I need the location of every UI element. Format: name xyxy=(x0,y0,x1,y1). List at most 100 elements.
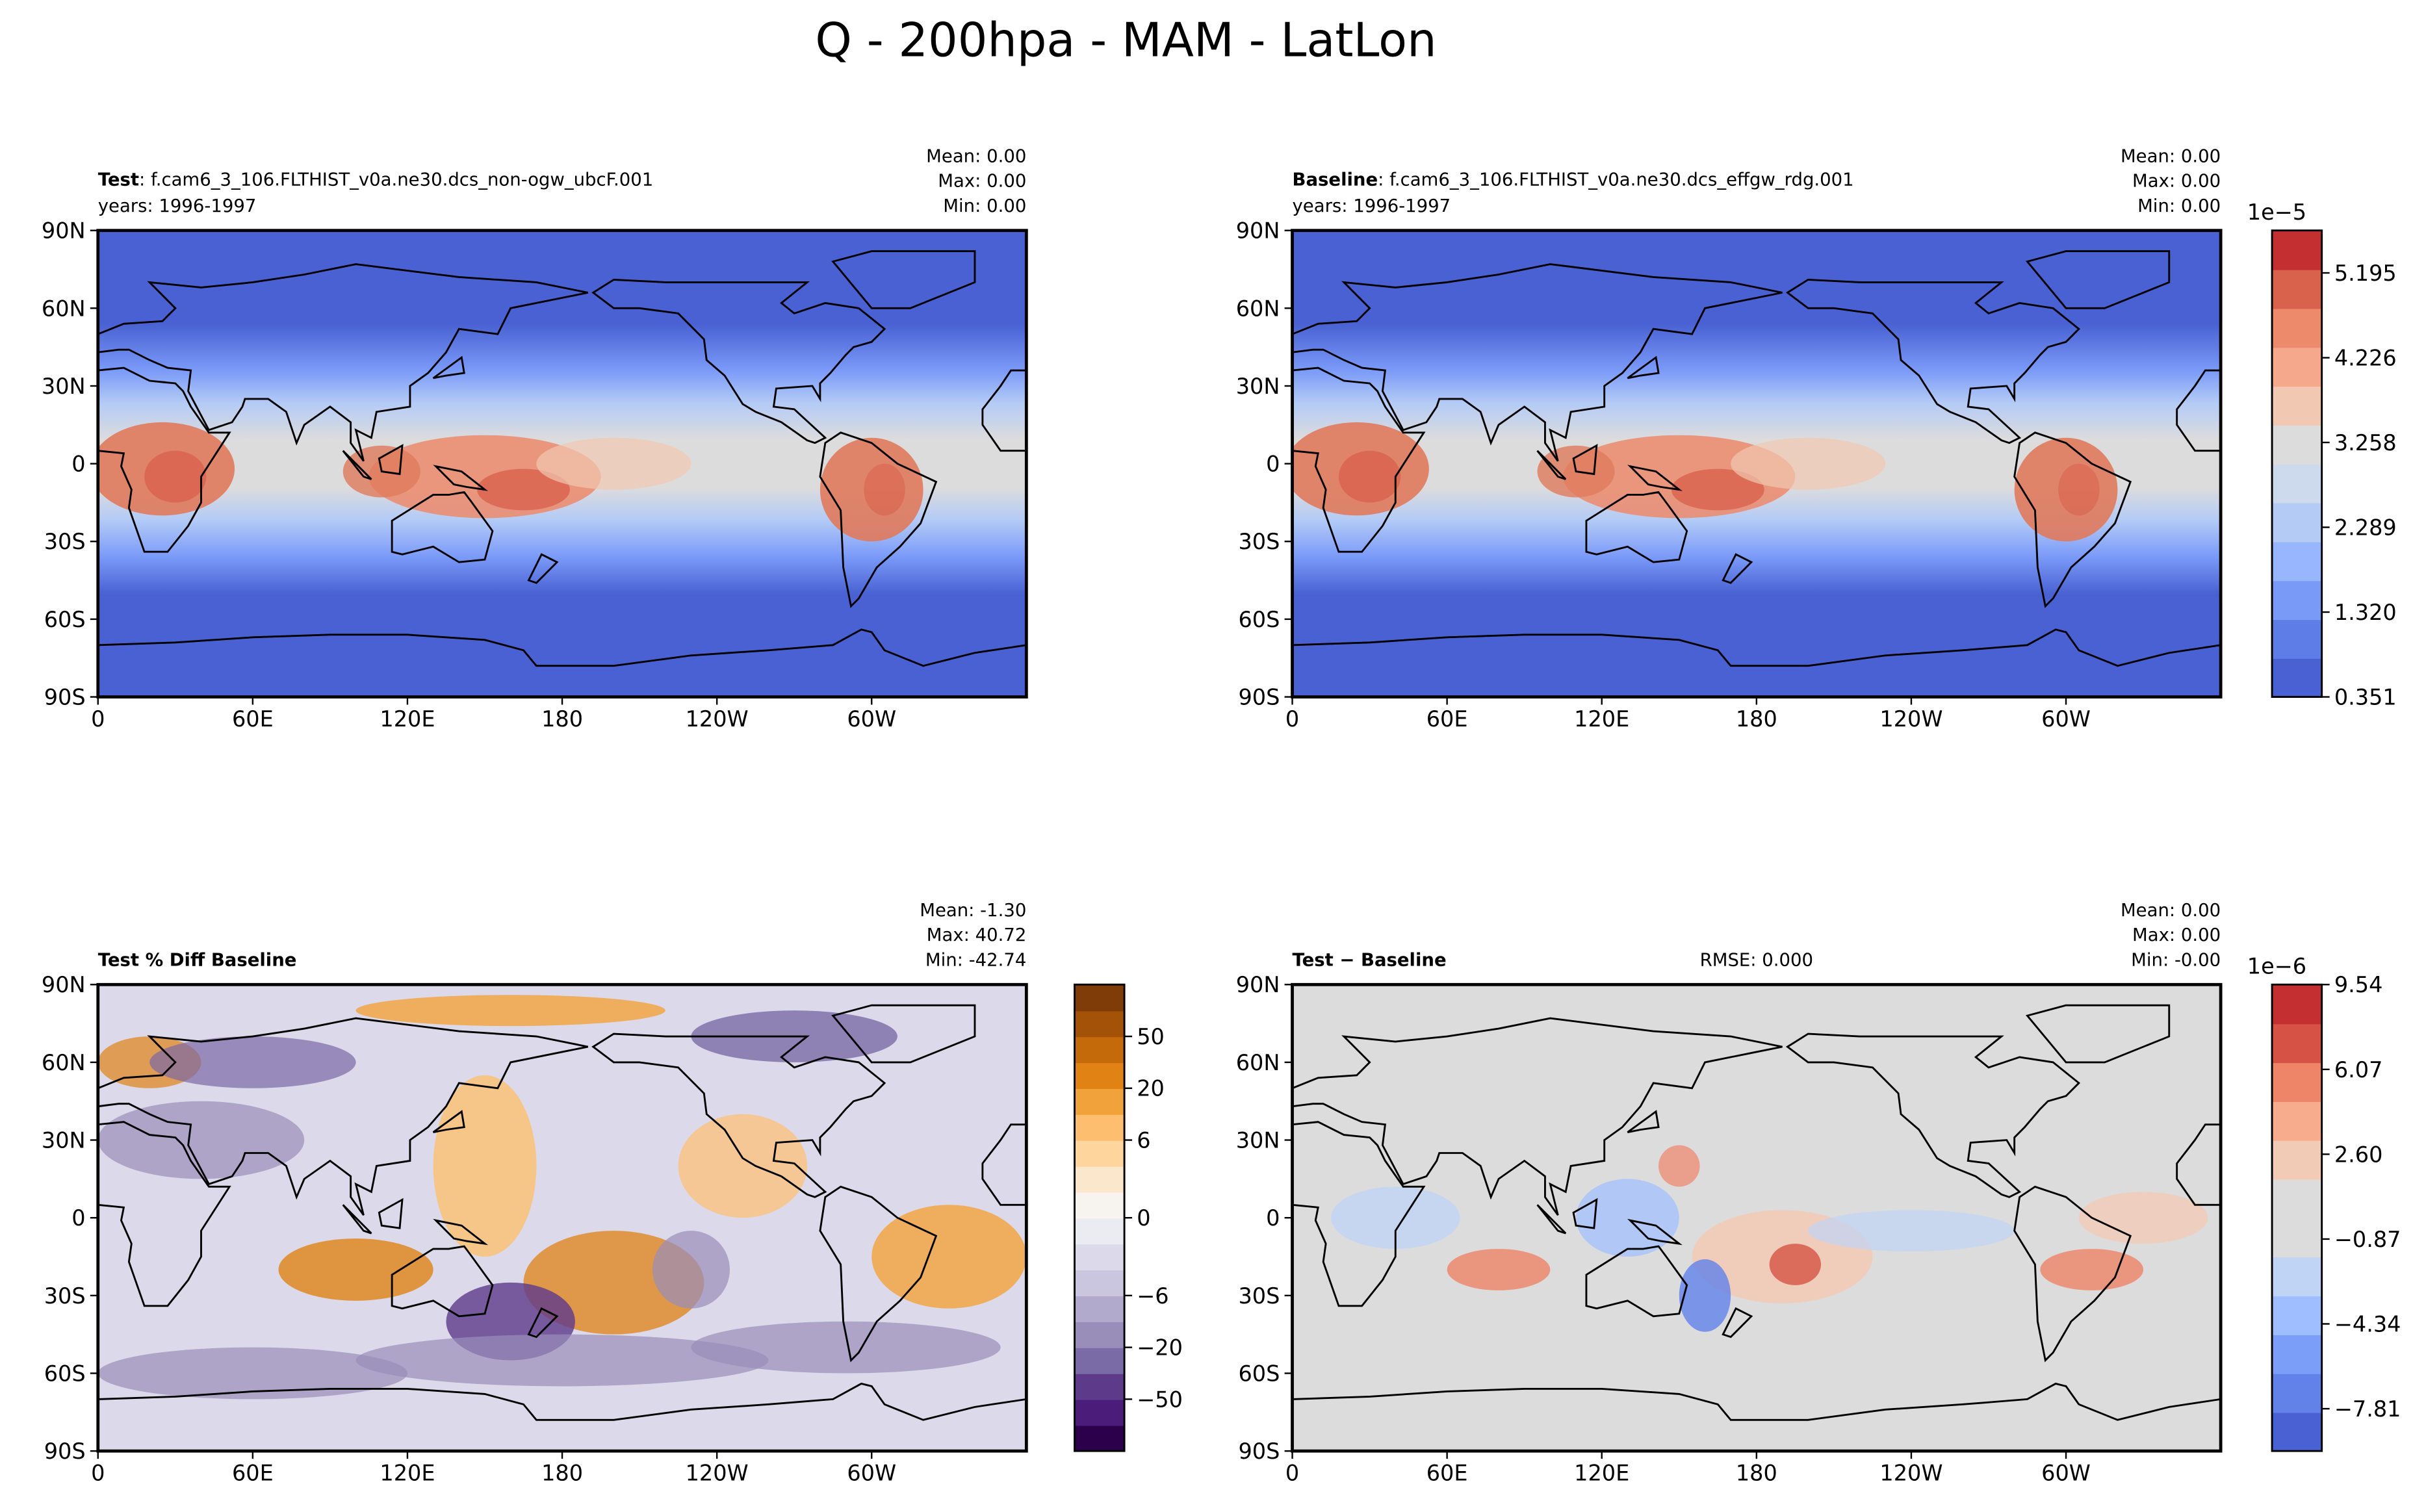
colorbar-segment xyxy=(2272,230,2322,270)
panel-baseline: 0 60E 120E 180 120W 60W 90N 60N 30N 0 30S 60S 90S Bas… xyxy=(1236,146,2397,732)
colorbar: 0.351 1.320 2.289 3.258 4.226 5.195 1e−5 xyxy=(2247,199,2397,710)
colorbar-segment xyxy=(2272,1334,2322,1374)
x-tick-label: 120W xyxy=(686,1461,749,1486)
map-field xyxy=(1292,230,2221,697)
x-tick-label: 60E xyxy=(232,706,274,732)
colorbar-tick-label: 9.54 xyxy=(2334,972,2383,997)
colorbar-tick-label: −0.87 xyxy=(2334,1227,2401,1252)
stat-min: Min: -42.74 xyxy=(925,950,1026,971)
colorbar-segment xyxy=(1074,1166,1125,1193)
y-tick-label: 60S xyxy=(44,607,86,632)
map-field xyxy=(97,230,1027,697)
y-tick-label: 30N xyxy=(42,1128,86,1153)
coastline-antarctica xyxy=(97,1382,1027,1421)
x-tick-label: 60W xyxy=(847,1461,896,1486)
coastline xyxy=(2013,431,2132,608)
coastline xyxy=(1572,444,1598,476)
x-tick-label: 180 xyxy=(541,1461,583,1486)
colorbar-tick-label: 6 xyxy=(1137,1128,1150,1153)
x-tick-label: 0 xyxy=(1285,706,1299,732)
coastline xyxy=(591,1032,886,1198)
coastline xyxy=(432,1110,465,1134)
panel-title: Baseline: f.cam6_3_106.FLTHIST_v0a.ne30.… xyxy=(1293,169,1854,190)
coastline xyxy=(2176,1123,2221,1206)
colorbar-segment xyxy=(2272,1257,2322,1297)
stat-min: Min: 0.00 xyxy=(943,196,1026,216)
coastline xyxy=(1536,450,1567,480)
colorbar-tick-label: 20 xyxy=(1137,1076,1165,1101)
colorbar-segment xyxy=(2272,502,2322,543)
y-tick-label: 0 xyxy=(71,1205,85,1231)
colorbar-segment xyxy=(2272,1062,2322,1102)
contour-region xyxy=(355,1334,769,1387)
coastline xyxy=(97,1121,231,1307)
y-tick-label: 90S xyxy=(1238,1439,1280,1464)
panel-title-bold: Test % Diff Baseline xyxy=(98,950,297,971)
colorbar-segment xyxy=(2272,580,2322,621)
y-tick-label: 0 xyxy=(1266,1205,1280,1231)
coastline xyxy=(378,444,404,476)
stat-mean: Mean: -1.30 xyxy=(920,900,1026,921)
coastline xyxy=(97,366,231,553)
colorbar-segment xyxy=(1074,984,1125,1012)
coastline xyxy=(819,1185,938,1363)
x-tick-label: 60E xyxy=(1426,1461,1468,1486)
colorbar-segment xyxy=(2272,1218,2322,1258)
x-tick-label: 60E xyxy=(232,1461,274,1486)
contour-region xyxy=(149,1036,356,1088)
colorbar-segment xyxy=(1074,1062,1125,1089)
contour-region xyxy=(97,1101,305,1179)
panel-difference: 0 60E 120E 180 120W 60W 90N 60N 30N 0 30S 60S 90S Tes… xyxy=(1236,900,2401,1486)
coastline xyxy=(1722,1307,1753,1339)
colorbar-segment xyxy=(1074,1010,1125,1038)
contour-region xyxy=(433,1075,537,1257)
map-field xyxy=(1292,984,2221,1452)
coastline xyxy=(1572,1198,1598,1229)
panel-title: Test − Baseline xyxy=(1293,950,1447,971)
panel-title-bold: Test xyxy=(98,169,139,190)
coastline xyxy=(1536,1204,1567,1235)
coastline-antarctica xyxy=(1292,1382,2221,1421)
y-tick-label: 0 xyxy=(71,452,85,477)
coastline xyxy=(1722,553,1753,584)
y-tick-label: 90N xyxy=(42,218,86,244)
colorbar-tick-label: −4.34 xyxy=(2334,1311,2401,1337)
contour-region xyxy=(536,437,691,490)
colorbar-segment xyxy=(2272,1140,2322,1180)
coastline xyxy=(819,431,938,608)
stat-mean: Mean: 0.00 xyxy=(926,146,1026,166)
colorbar-segment xyxy=(1074,1192,1125,1219)
x-tick-label: 60E xyxy=(1426,706,1468,732)
x-tick-label: 120E xyxy=(380,1461,435,1486)
contour-region xyxy=(2078,1192,2208,1244)
stat-mean: Mean: 0.00 xyxy=(2121,900,2221,921)
colorbar: −7.81 −4.34 −0.87 2.60 6.07 9.54 1e−6 xyxy=(2247,954,2401,1452)
colorbar-segment xyxy=(2272,619,2322,659)
y-tick-label: 90N xyxy=(1236,218,1280,244)
x-tick-label: 60W xyxy=(2041,706,2091,732)
coastline xyxy=(2013,1185,2132,1363)
coastline xyxy=(831,1004,976,1064)
colorbar-exponent: 1e−5 xyxy=(2247,199,2306,225)
contour-region xyxy=(678,1114,808,1218)
x-tick-label: 0 xyxy=(1285,1461,1299,1486)
colorbar-segment xyxy=(2272,1373,2322,1413)
colorbar-segment xyxy=(2272,541,2322,582)
colorbar-tick-label: −50 xyxy=(1137,1387,1183,1412)
y-tick-label: 90N xyxy=(1236,972,1280,997)
contour-region xyxy=(144,450,207,503)
y-tick-label: 60N xyxy=(42,1050,86,1075)
colorbar-tick-label: 1.320 xyxy=(2334,600,2397,625)
coastline xyxy=(2176,369,2221,452)
x-tick-label: 120W xyxy=(1879,706,1942,732)
contour-region xyxy=(1769,1244,1822,1285)
coastline xyxy=(1585,1245,1688,1318)
coastline xyxy=(1627,1218,1683,1246)
contour-region xyxy=(1679,1259,1731,1332)
contour-region xyxy=(1731,437,1886,490)
coastline xyxy=(97,263,589,462)
colorbar-exponent: 1e−6 xyxy=(2247,954,2306,979)
y-tick-label: 60N xyxy=(42,296,86,321)
colorbar-segment xyxy=(1074,1347,1125,1374)
